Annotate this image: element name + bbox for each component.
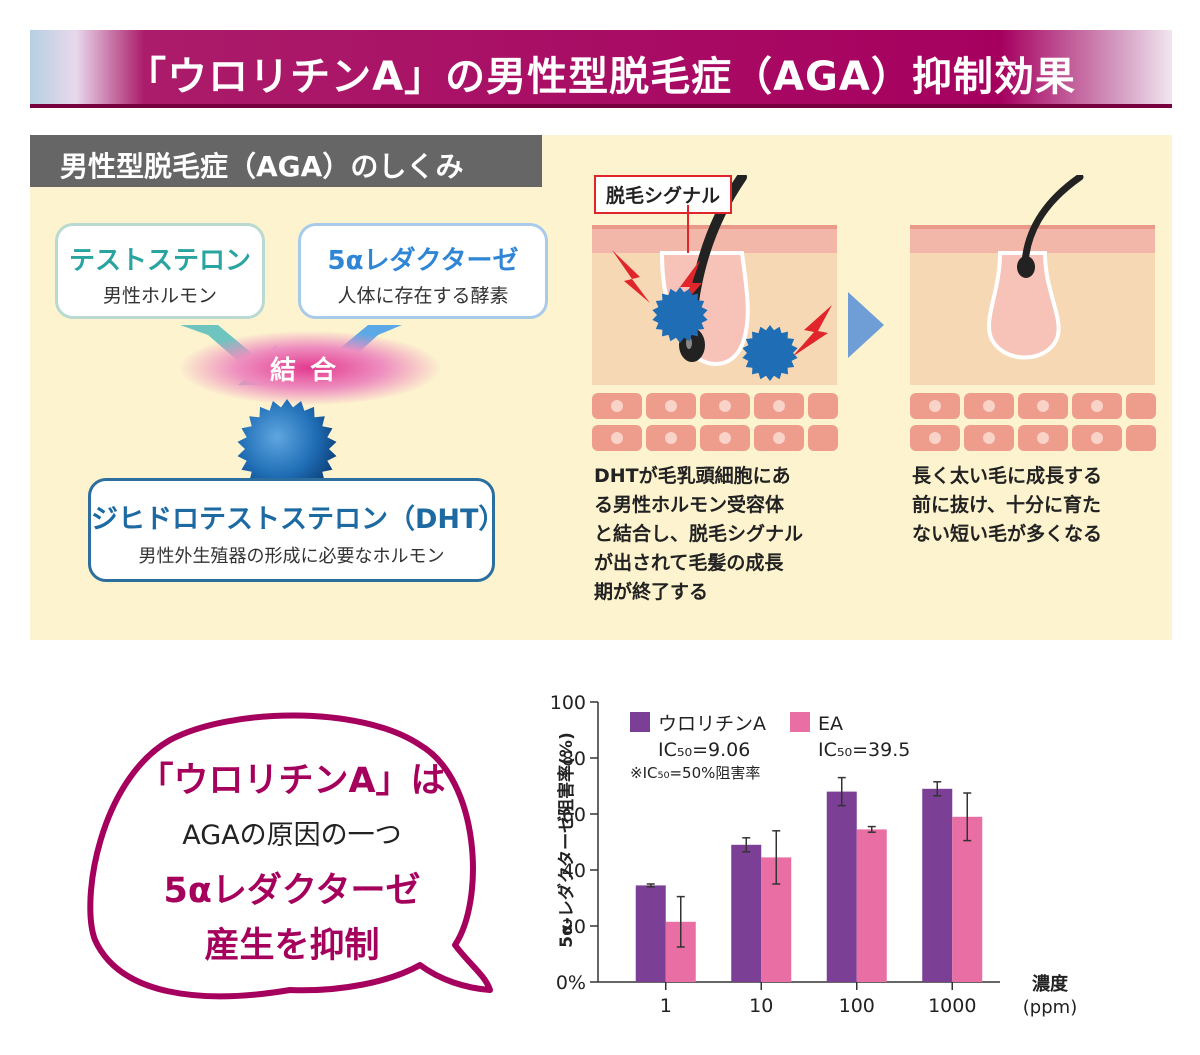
cell-row-3	[910, 393, 1156, 419]
caption-mechanism-line: 期が終了する	[594, 581, 709, 603]
legend-ic50-urolithin: IC₅₀=9.06	[658, 739, 750, 761]
y-tick-label: 20	[562, 916, 586, 938]
x-tick-label: 100	[839, 995, 875, 1017]
legend-label-urolithin: ウロリチンA	[658, 713, 766, 735]
cell-row-1	[592, 393, 838, 419]
bar	[731, 844, 762, 982]
bubble-text: 「ウロリチンA」は AGAの原因の一つ 5αレダクターゼ 産生を抑制	[92, 752, 492, 968]
speech-bubble	[87, 712, 493, 1000]
caption-result-line: 前に抜け、十分に育た	[912, 494, 1102, 516]
y-tick-label: 100	[550, 692, 586, 714]
hair-follicle-illustration-after	[910, 175, 1156, 451]
testosterone-box: テストステロン 男性ホルモン	[55, 223, 265, 319]
legend-note: ※IC₅₀=50%阻害率	[630, 764, 760, 782]
bubble-line-3: 5αレダクターゼ	[163, 871, 421, 911]
caption-result-line: 長く太い毛に成長する	[912, 465, 1103, 487]
hair-loss-signal-label: 脱毛シグナル	[594, 175, 733, 214]
reductase-box: 5αレダクターゼ 人体に存在する酵素	[298, 223, 548, 319]
reductase-title: 5αレダクターゼ	[327, 246, 519, 276]
legend: ウロリチンA IC₅₀=9.06 EA IC₅₀=39.5 ※IC₅₀=50%阻…	[630, 712, 910, 782]
bar	[635, 885, 666, 982]
caption-mechanism-line: と結合し、脱毛シグナル	[594, 523, 804, 545]
y-tick-label: 80	[562, 748, 586, 770]
bar	[922, 788, 953, 982]
legend-swatch-urolithin	[630, 712, 650, 732]
cell-row-2	[592, 425, 838, 451]
caption-result-line: ない短い毛が多くなる	[912, 523, 1103, 545]
x-axis-unit: (ppm)	[1023, 997, 1077, 1018]
signal-pointer-line	[687, 205, 689, 253]
caption-result: 長く太い毛に成長する 前に抜け、十分に育た ない短い毛が多くなる	[912, 462, 1152, 549]
dht-sub: 男性外生殖器の形成に必要なホルモン	[138, 546, 445, 567]
legend-swatch-ea	[790, 712, 810, 732]
legend-label-ea: EA	[818, 713, 843, 735]
hair-follicle-illustration-before	[592, 175, 838, 451]
x-tick-label: 1000	[928, 995, 976, 1017]
caption-mechanism-line: DHTが毛乳頭細胞にあ	[594, 465, 791, 487]
bubble-line-1: 「ウロリチンA」は	[138, 761, 446, 801]
y-tick-label: 60	[562, 804, 586, 826]
testosterone-title: テストステロン	[68, 246, 251, 276]
signal-bolt-3	[792, 305, 832, 357]
dht-molecule-icon	[237, 399, 337, 499]
bubble-line-2: AGAの原因の一つ	[182, 820, 402, 851]
legend-ic50-ea: IC₅₀=39.5	[818, 739, 910, 761]
page-title: 「ウロリチンA」の男性型脱毛症（AGA）抑制効果	[126, 54, 1076, 100]
x-axis-label: 濃度	[1032, 973, 1069, 995]
y-tick-label: 40	[562, 860, 586, 882]
reductase-sub: 人体に存在する酵素	[337, 285, 509, 307]
mechanism-heading: 男性型脱毛症（AGA）のしくみ	[60, 150, 464, 183]
x-tick-label: 1	[660, 995, 672, 1017]
dht-box: ジヒドロテストステロン（DHT） 男性外生殖器の形成に必要なホルモン	[88, 478, 506, 582]
bubble-line-4: 産生を抑制	[204, 926, 380, 966]
dht-title: ジヒドロテストステロン（DHT）	[91, 504, 506, 535]
caption-mechanism-line: が出されて毛髪の成長	[594, 552, 784, 574]
signal-bolt-2	[674, 260, 702, 315]
y-axis-label: 5α-レダクターゼ阻害率(%)	[556, 732, 577, 947]
title-banner: 「ウロリチンA」の男性型脱毛症（AGA）抑制効果	[30, 30, 1172, 108]
bar	[856, 829, 887, 982]
bar	[826, 791, 857, 982]
y-tick-label: 0%	[556, 972, 586, 994]
x-tick-label: 10	[749, 995, 773, 1017]
testosterone-sub: 男性ホルモン	[102, 285, 217, 307]
progression-arrow-icon	[848, 292, 884, 358]
mechanism-panel: 男性型脱毛症（AGA）のしくみ 結合 テストステロン 男性ホルモン 5αレダクタ…	[30, 135, 1172, 640]
cell-row-4	[910, 425, 1156, 451]
bind-label: 結合	[269, 356, 350, 386]
caption-mechanism-line: る男性ホルモン受容体	[594, 494, 785, 516]
bind-glow	[180, 331, 440, 405]
mechanism-heading-bar: 男性型脱毛症（AGA）のしくみ	[30, 135, 542, 187]
signal-bolt-1	[612, 250, 650, 303]
bar	[952, 816, 983, 982]
caption-mechanism: DHTが毛乳頭細胞にあ る男性ホルモン受容体 と結合し、脱毛シグナル が出されて…	[594, 462, 834, 607]
